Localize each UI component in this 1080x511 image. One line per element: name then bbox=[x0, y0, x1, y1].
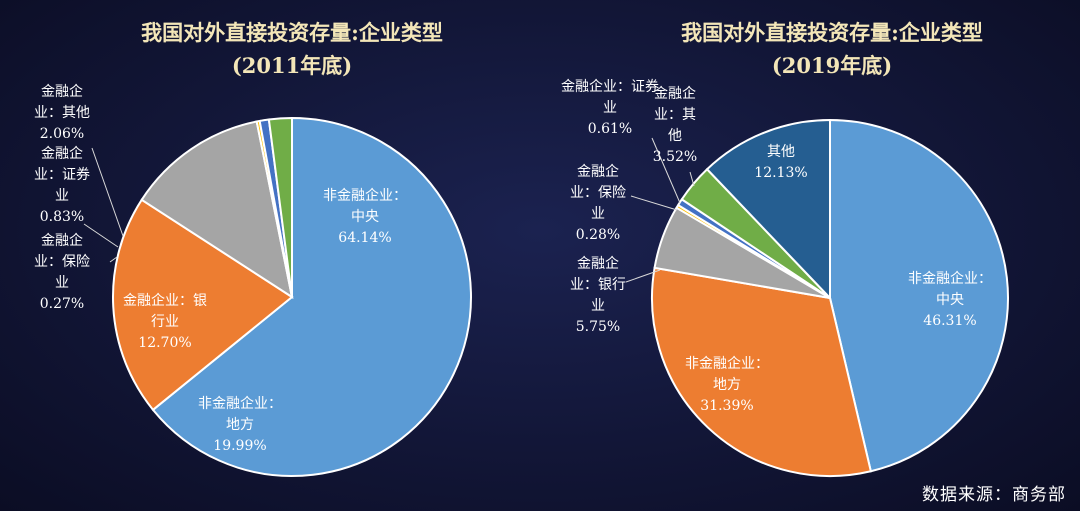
pie-chart-1: 非金融企业：中央 46.31% 非金融企业：地方 31.39% 金融企业：银行业 5.75… bbox=[561, 78, 1009, 477]
data-label-0-4: 金融企业：证券业 0.83% bbox=[34, 145, 90, 225]
data-label-0-5: 金融企业：其他 2.06% bbox=[34, 83, 90, 142]
leader-line-1-2 bbox=[625, 269, 661, 283]
pie-slice-0-1 bbox=[112, 198, 294, 412]
data-label-0-1: 非金融企业：地方 19.99% bbox=[198, 395, 282, 454]
chart-title-2011-line1: 我国对外直接投资存量:企业类型 bbox=[141, 20, 443, 45]
pie-slice-1-6 bbox=[705, 118, 831, 301]
data-label-1-2: 金融企业：银行业 5.75% bbox=[570, 255, 626, 335]
leader-line-1-4 bbox=[651, 137, 681, 204]
leader-line-1-3 bbox=[630, 195, 678, 211]
data-label-1-4: 金融企业：证券业 0.61% bbox=[561, 78, 659, 137]
leader-line-1-5 bbox=[689, 171, 695, 187]
pie-slice-0-5 bbox=[267, 116, 293, 298]
data-label-0-2: 金融企业：银行业 12.70% bbox=[123, 292, 207, 351]
data-label-0-0: 非金融企业：中央 64.14% bbox=[323, 187, 407, 246]
pie-slice-0-0 bbox=[151, 116, 472, 477]
chart-title-2019: 我国对外直接投资存量:企业类型 (2019年底) bbox=[622, 16, 1042, 82]
pie-chart-0: 非金融企业：中央 64.14% 非金融企业：地方 19.99% 金融企业：银行业 12.7… bbox=[34, 83, 472, 477]
leader-line-0-4 bbox=[83, 223, 119, 248]
leader-line-0-3 bbox=[109, 256, 118, 263]
chart-subtitle-2019: (2019年底) bbox=[771, 53, 893, 78]
data-label-1-5: 金融企业：其他 3.52% bbox=[653, 85, 697, 165]
data-label-0-3: 金融企业：保险业 0.27% bbox=[34, 232, 90, 312]
chart-title-2019-line1: 我国对外直接投资存量:企业类型 bbox=[681, 20, 983, 45]
chart-title-2011: 我国对外直接投资存量:企业类型 (2011年底) bbox=[82, 16, 502, 82]
data-label-1-0: 非金融企业：中央 46.31% bbox=[908, 270, 992, 329]
pie-slice-1-0 bbox=[829, 118, 1009, 473]
chart-subtitle-2011: (2011年底) bbox=[231, 53, 353, 78]
data-label-1-1: 非金融企业：地方 31.39% bbox=[685, 355, 769, 414]
data-label-1-3: 金融企业：保险业 0.28% bbox=[570, 163, 626, 243]
data-label-1-6: 其他 12.13% bbox=[754, 144, 807, 181]
leader-line-0-5 bbox=[91, 147, 124, 237]
data-source-note: 数据来源：商务部 bbox=[922, 485, 1066, 505]
pie-slice-0-2 bbox=[140, 120, 294, 300]
pie-slice-1-1 bbox=[651, 266, 873, 477]
